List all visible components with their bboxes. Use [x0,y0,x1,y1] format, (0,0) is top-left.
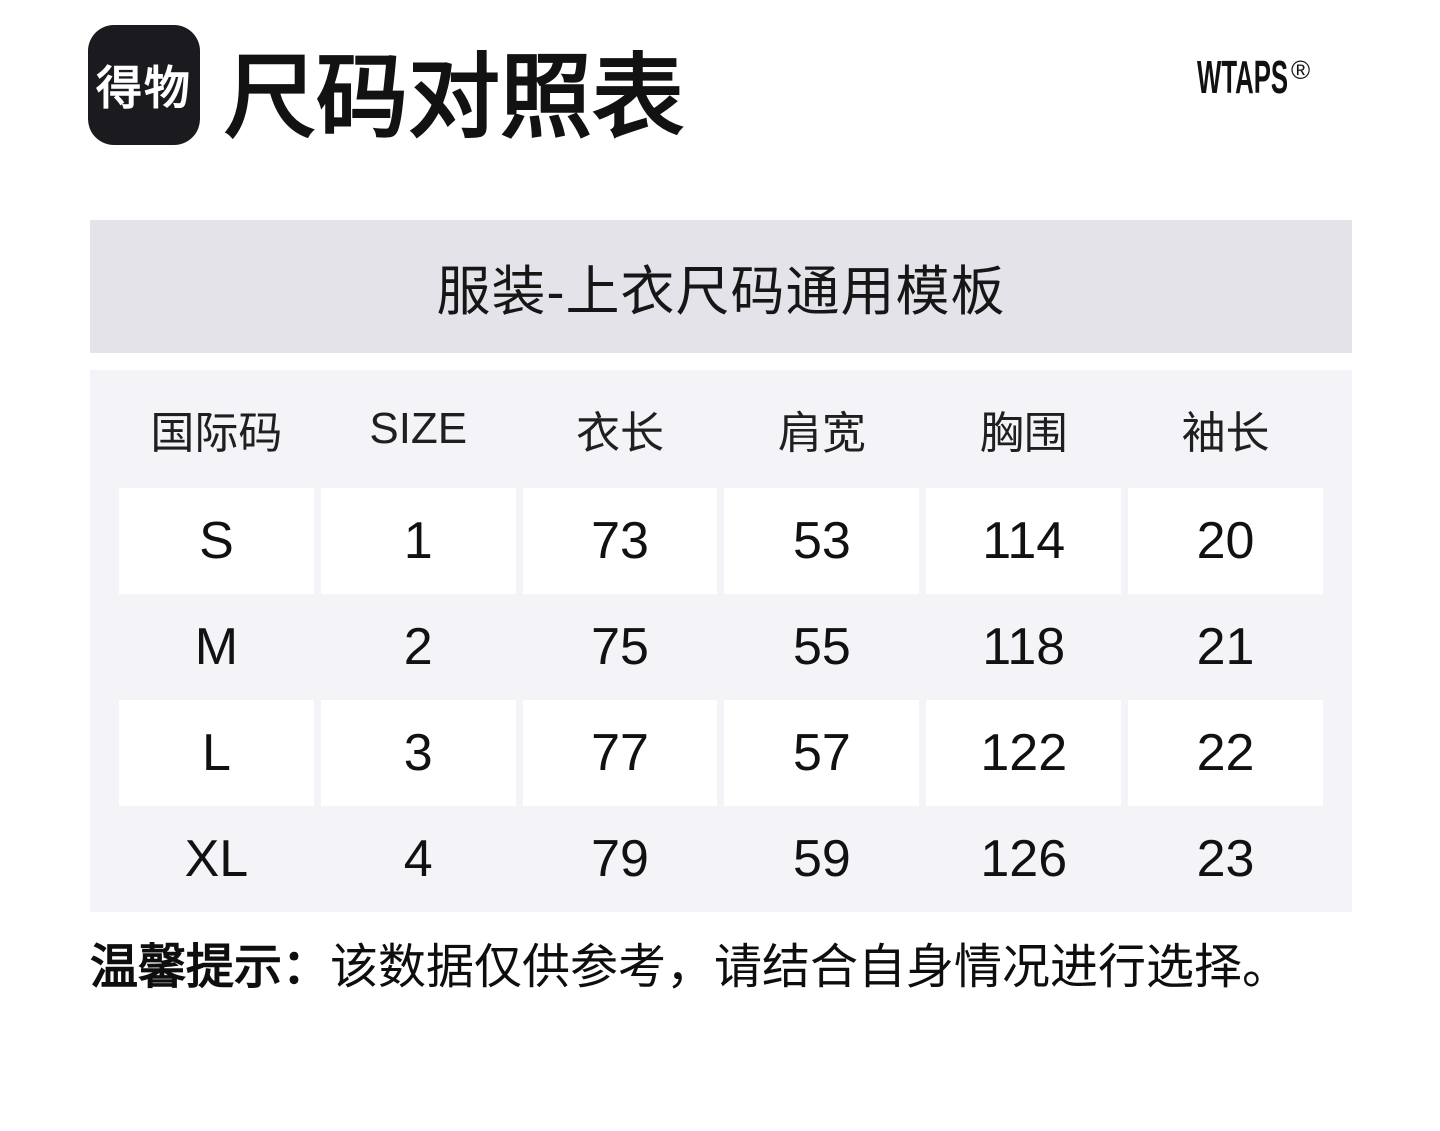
cell-intl-size: L [119,700,314,806]
cell-garment-length: 73 [522,488,718,594]
cell-shoulder-width: 55 [792,618,851,676]
cell-size: 4 [403,830,433,888]
column-header-chest: 胸围 [979,409,1068,458]
registered-trademark-icon: ® [1291,55,1311,85]
size-table: 国际码 SIZE 衣长 肩宽 胸围 袖长 S 1 73 53 114 20 M … [90,370,1352,912]
cell-chest: 126 [980,830,1068,888]
template-banner-title: 服装-上衣尺码通用模板 [436,262,1006,322]
dewu-logo-text: 得物 [96,62,192,114]
page-title: 尺码对照表 [224,47,685,149]
cell-sleeve-length: 22 [1128,700,1323,806]
cell-shoulder-width: 53 [724,488,920,594]
cell-garment-length: 77 [522,700,718,806]
table-row-s: S 1 73 53 114 20 [119,488,1323,594]
cell-size: 2 [403,618,433,676]
size-table-header-row: 国际码 SIZE 衣长 肩宽 胸围 袖长 [119,370,1323,488]
disclaimer-text: 该数据仅供参考，请结合自身情况进行选择。 [330,941,1291,994]
brand-name: WTAPS [1197,51,1289,103]
cell-shoulder-width: 59 [792,830,851,888]
column-header-shoulder-width: 肩宽 [777,409,866,458]
cell-shoulder-width: 57 [724,700,920,806]
disclaimer-label: 温馨提示： [90,941,331,994]
cell-sleeve-length: 23 [1196,830,1255,888]
cell-chest: 118 [982,618,1066,676]
column-header-sleeve-length: 袖长 [1181,409,1270,458]
column-header-intl-size: 国际码 [150,409,283,458]
disclaimer-note: 温馨提示：该数据仅供参考，请结合自身情况进行选择。 [90,935,1350,1001]
cell-garment-length: 75 [591,618,649,676]
table-row-l: L 3 77 57 122 22 [119,700,1323,806]
brand-logo-wtaps: WTAPS ® [1197,51,1360,103]
dewu-logo: 得物 [88,25,200,145]
cell-chest: 114 [926,488,1122,594]
template-banner: 服装-上衣尺码通用模板 [90,220,1352,353]
column-header-garment-length: 衣长 [576,409,665,458]
cell-garment-length: 79 [591,830,649,888]
page-header: 得物 尺码对照表 WTAPS ® [0,0,1440,220]
cell-sleeve-length: 20 [1128,488,1323,594]
cell-intl-size: XL [184,830,249,888]
table-row-xl: XL 4 79 59 126 23 [119,806,1323,912]
cell-size: 1 [320,488,516,594]
cell-sleeve-length: 21 [1196,618,1255,676]
cell-intl-size: M [194,618,239,676]
table-row-m: M 2 75 55 118 21 [119,594,1323,700]
cell-size: 3 [320,700,516,806]
cell-intl-size: S [119,488,314,594]
column-header-size: SIZE [369,404,468,453]
cell-chest: 122 [926,700,1122,806]
